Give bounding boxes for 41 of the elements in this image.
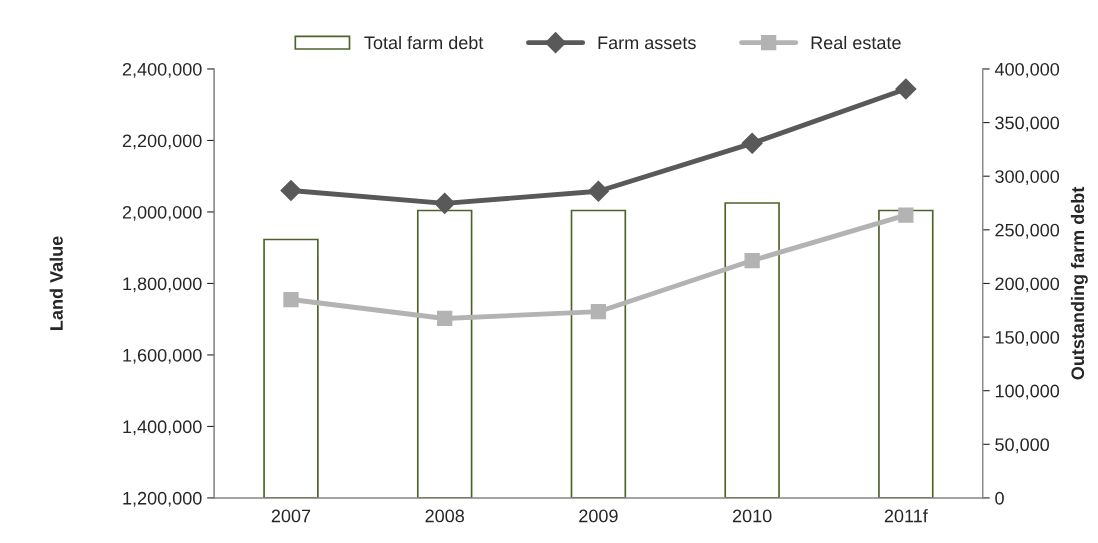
legend-label: Total farm debt <box>364 35 484 50</box>
y-tick-label: 2,000,000 <box>122 205 202 221</box>
x-tick-label: 2009 <box>579 509 618 523</box>
point <box>744 252 760 269</box>
legend-label: Farm assets <box>598 36 696 50</box>
y-tick-label: 2,400,000 <box>122 62 202 78</box>
point <box>437 310 453 327</box>
y2-tick-label: 150,000 <box>995 331 1060 346</box>
point <box>587 180 609 202</box>
y2-tick-label: 300,000 <box>995 170 1060 186</box>
point <box>895 78 917 100</box>
y-axis-title: Land Value <box>49 236 63 330</box>
bar <box>263 238 319 498</box>
point <box>590 304 607 320</box>
y2-tick-label: 0 <box>995 491 1004 505</box>
y-tick-label: 1,600,000 <box>123 348 202 364</box>
y2-axis-title: Outstanding farm debt <box>1070 186 1088 380</box>
y-tick-label: 2,200,000 <box>122 134 202 150</box>
x-tick-label: 2007 <box>271 509 311 523</box>
y-tick-label: 1,400,000 <box>123 420 202 436</box>
y2-tick-label: 400,000 <box>994 62 1060 78</box>
x-tick-label: 2011f <box>884 509 928 523</box>
y2-tick-label: 100,000 <box>995 384 1060 400</box>
y2-tick-label: 50,000 <box>995 438 1050 454</box>
point <box>741 132 763 154</box>
bar <box>724 202 780 498</box>
x-tick-label: 2010 <box>732 509 772 523</box>
y-tick-label: 1,800,000 <box>123 277 202 293</box>
y2-tick-label: 350,000 <box>995 116 1060 132</box>
point <box>898 207 914 223</box>
y2-tick-label: 200,000 <box>995 277 1060 293</box>
bar <box>878 209 934 498</box>
point <box>434 192 456 214</box>
y-tick-label: 1,200,000 <box>123 491 202 507</box>
point <box>283 291 299 308</box>
x-tick-label: 2008 <box>425 509 464 523</box>
legend-label: Real estate <box>811 35 901 50</box>
bar <box>416 209 473 498</box>
y2-tick-label: 250,000 <box>995 223 1060 239</box>
point <box>280 179 302 202</box>
bar <box>570 209 627 498</box>
